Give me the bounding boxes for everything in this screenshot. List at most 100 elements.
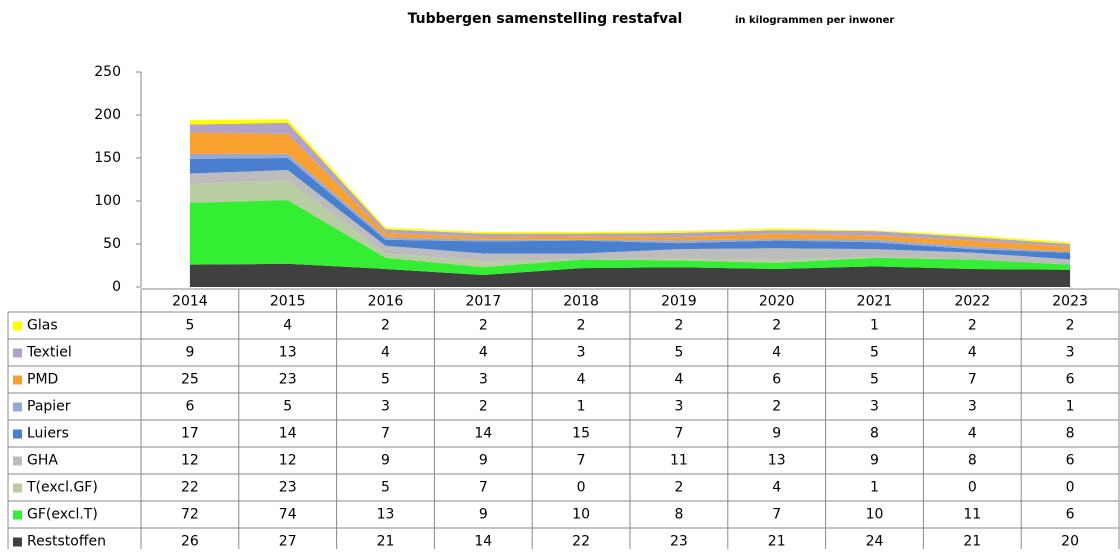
chart-subtitle: in kilogrammen per inwoner	[735, 15, 894, 26]
table-value: 2	[479, 399, 488, 415]
table-value: 1	[1066, 399, 1075, 415]
area	[189, 158, 1071, 260]
y-tick-label: 250	[94, 64, 121, 80]
table-value: 2	[772, 318, 781, 334]
table-value: 8	[1066, 426, 1075, 442]
table-value: 22	[572, 534, 590, 550]
table-value: 3	[577, 345, 586, 361]
table-value: 4	[772, 480, 781, 496]
table-value: 14	[474, 426, 492, 442]
table-value: 17	[181, 426, 199, 442]
table-value: 7	[674, 426, 683, 442]
table-value: 4	[577, 372, 586, 388]
table-value: 7	[381, 426, 390, 442]
table-value: 1	[870, 480, 879, 496]
table-value: 9	[185, 345, 194, 361]
legend-swatch	[13, 348, 22, 358]
table-value: 5	[381, 480, 390, 496]
legend-swatch	[13, 375, 22, 385]
table-value: 25	[181, 372, 199, 388]
table-value: 3	[674, 399, 683, 415]
table-value: 4	[283, 318, 292, 334]
table-value: 2	[674, 480, 683, 496]
table-value: 12	[279, 453, 297, 469]
table-value: 8	[674, 507, 683, 523]
table-value: 11	[963, 507, 981, 523]
x-tick-label: 2019	[661, 294, 697, 310]
table-value: 6	[1066, 453, 1075, 469]
x-tick-label: 2018	[563, 294, 599, 310]
table-value: 0	[968, 480, 977, 496]
table-value: 10	[572, 507, 590, 523]
table-value: 3	[479, 372, 488, 388]
table-value: 12	[181, 453, 199, 469]
y-tick-label: 0	[112, 279, 121, 295]
table-value: 7	[968, 372, 977, 388]
table-value: 22	[181, 480, 199, 496]
table-value: 13	[377, 507, 395, 523]
table-value: 9	[381, 453, 390, 469]
y-tick-label: 50	[103, 236, 121, 252]
legend-label: Glas	[27, 318, 58, 334]
table-value: 4	[674, 372, 683, 388]
table-value: 13	[279, 345, 297, 361]
table-value: 26	[181, 534, 199, 550]
table-value: 74	[279, 507, 297, 523]
table-value: 1	[577, 399, 586, 415]
table-value: 23	[670, 534, 688, 550]
area	[189, 132, 1071, 252]
x-tick-label: 2017	[465, 294, 501, 310]
table-value: 2	[577, 318, 586, 334]
area	[189, 200, 1071, 275]
area	[189, 180, 1071, 268]
y-tick-label: 100	[94, 193, 121, 209]
table-value: 23	[279, 372, 297, 388]
legend-swatch	[13, 483, 22, 493]
table-value: 4	[968, 345, 977, 361]
table-value: 5	[283, 399, 292, 415]
legend-label: T(excl.GF)	[26, 480, 98, 496]
x-tick-label: 2016	[368, 294, 404, 310]
table-value: 3	[1066, 345, 1075, 361]
legend-swatch	[13, 510, 22, 520]
table-value: 5	[185, 318, 194, 334]
x-tick-label: 2021	[857, 294, 893, 310]
table-value: 5	[870, 372, 879, 388]
y-tick-label: 200	[94, 107, 121, 123]
table-value: 2	[772, 399, 781, 415]
table-value: 9	[479, 453, 488, 469]
table-value: 2	[674, 318, 683, 334]
table-value: 6	[185, 399, 194, 415]
table-value: 21	[377, 534, 395, 550]
table-value: 0	[1066, 480, 1075, 496]
x-tick-label: 2022	[954, 294, 990, 310]
area	[189, 263, 1071, 287]
table-value: 0	[577, 480, 586, 496]
x-tick-label: 2014	[172, 294, 208, 310]
legend-label: Textiel	[26, 345, 72, 361]
table-value: 2	[381, 318, 390, 334]
x-tick-label: 2020	[759, 294, 795, 310]
legend-swatch	[13, 402, 22, 412]
table-value: 4	[772, 345, 781, 361]
table-value: 5	[870, 345, 879, 361]
table-value: 9	[479, 507, 488, 523]
table-value: 21	[963, 534, 981, 550]
table-value: 7	[577, 453, 586, 469]
table-value: 11	[670, 453, 688, 469]
table-value: 5	[381, 372, 390, 388]
table-value: 7	[479, 480, 488, 496]
table-value: 14	[474, 534, 492, 550]
table-value: 13	[768, 453, 786, 469]
legend-label: GF(excl.T)	[27, 507, 98, 523]
area	[189, 170, 1071, 265]
table-value: 8	[870, 426, 879, 442]
legend-label: PMD	[27, 372, 58, 388]
table-value: 4	[381, 345, 390, 361]
table-value: 20	[1061, 534, 1079, 550]
table-value: 8	[968, 453, 977, 469]
y-tick-label: 150	[94, 150, 121, 166]
table-value: 15	[572, 426, 590, 442]
table-value: 6	[1066, 507, 1075, 523]
x-tick-label: 2015	[270, 294, 306, 310]
